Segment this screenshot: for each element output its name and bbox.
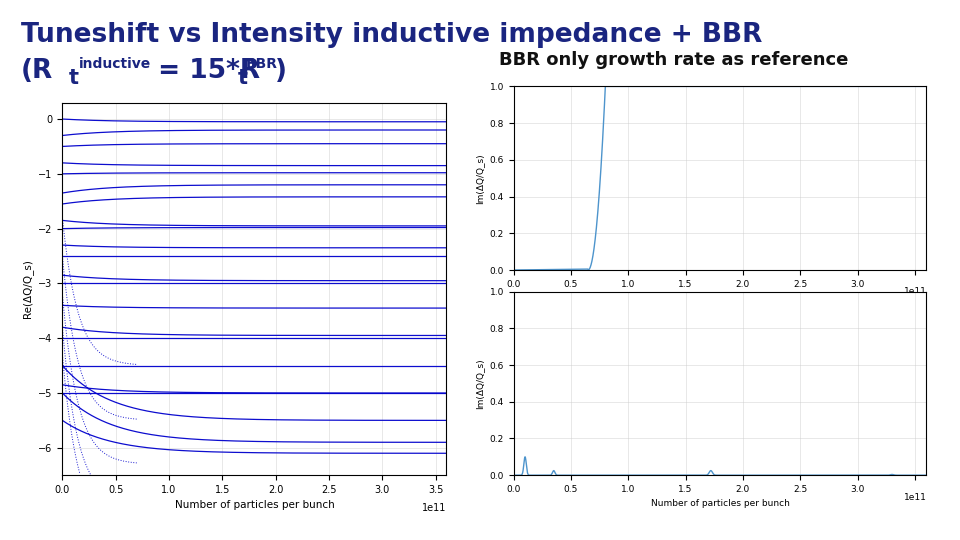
Text: 19: 19 — [919, 509, 936, 522]
Text: 1e11: 1e11 — [903, 287, 926, 295]
Y-axis label: Re(ΔQ/Q_s): Re(ΔQ/Q_s) — [22, 259, 33, 319]
Text: Sébastien Joly, Elias Métral | Suppression of the SPS TMCI
with a large inductiv: Sébastien Joly, Elias Métral | Suppressi… — [387, 504, 669, 527]
Text: ): ) — [275, 58, 286, 84]
Text: Tuneshift vs Intensity inductive impedance + BBR: Tuneshift vs Intensity inductive impedan… — [21, 22, 762, 48]
Text: inductive: inductive — [79, 57, 151, 71]
Text: BBR only growth rate as reference: BBR only growth rate as reference — [499, 51, 849, 69]
X-axis label: Number of particles per bunch: Number of particles per bunch — [651, 500, 789, 509]
Text: (R: (R — [21, 58, 54, 84]
Text: 27/12/2021: 27/12/2021 — [208, 511, 272, 521]
Text: 1e11: 1e11 — [422, 503, 446, 513]
Text: = 15*R: = 15*R — [149, 58, 260, 84]
Text: t: t — [238, 68, 248, 87]
Y-axis label: Im(ΔQ/Q_s): Im(ΔQ/Q_s) — [475, 153, 484, 204]
Text: CERN: CERN — [25, 511, 48, 519]
Y-axis label: Im(ΔQ/Q_s): Im(ΔQ/Q_s) — [475, 358, 484, 409]
X-axis label: Number of particles per bunch: Number of particles per bunch — [651, 294, 789, 303]
X-axis label: Number of particles per bunch: Number of particles per bunch — [175, 501, 334, 510]
Text: t: t — [69, 68, 79, 87]
Text: 1e11: 1e11 — [903, 492, 926, 502]
Text: BBR: BBR — [246, 57, 277, 71]
